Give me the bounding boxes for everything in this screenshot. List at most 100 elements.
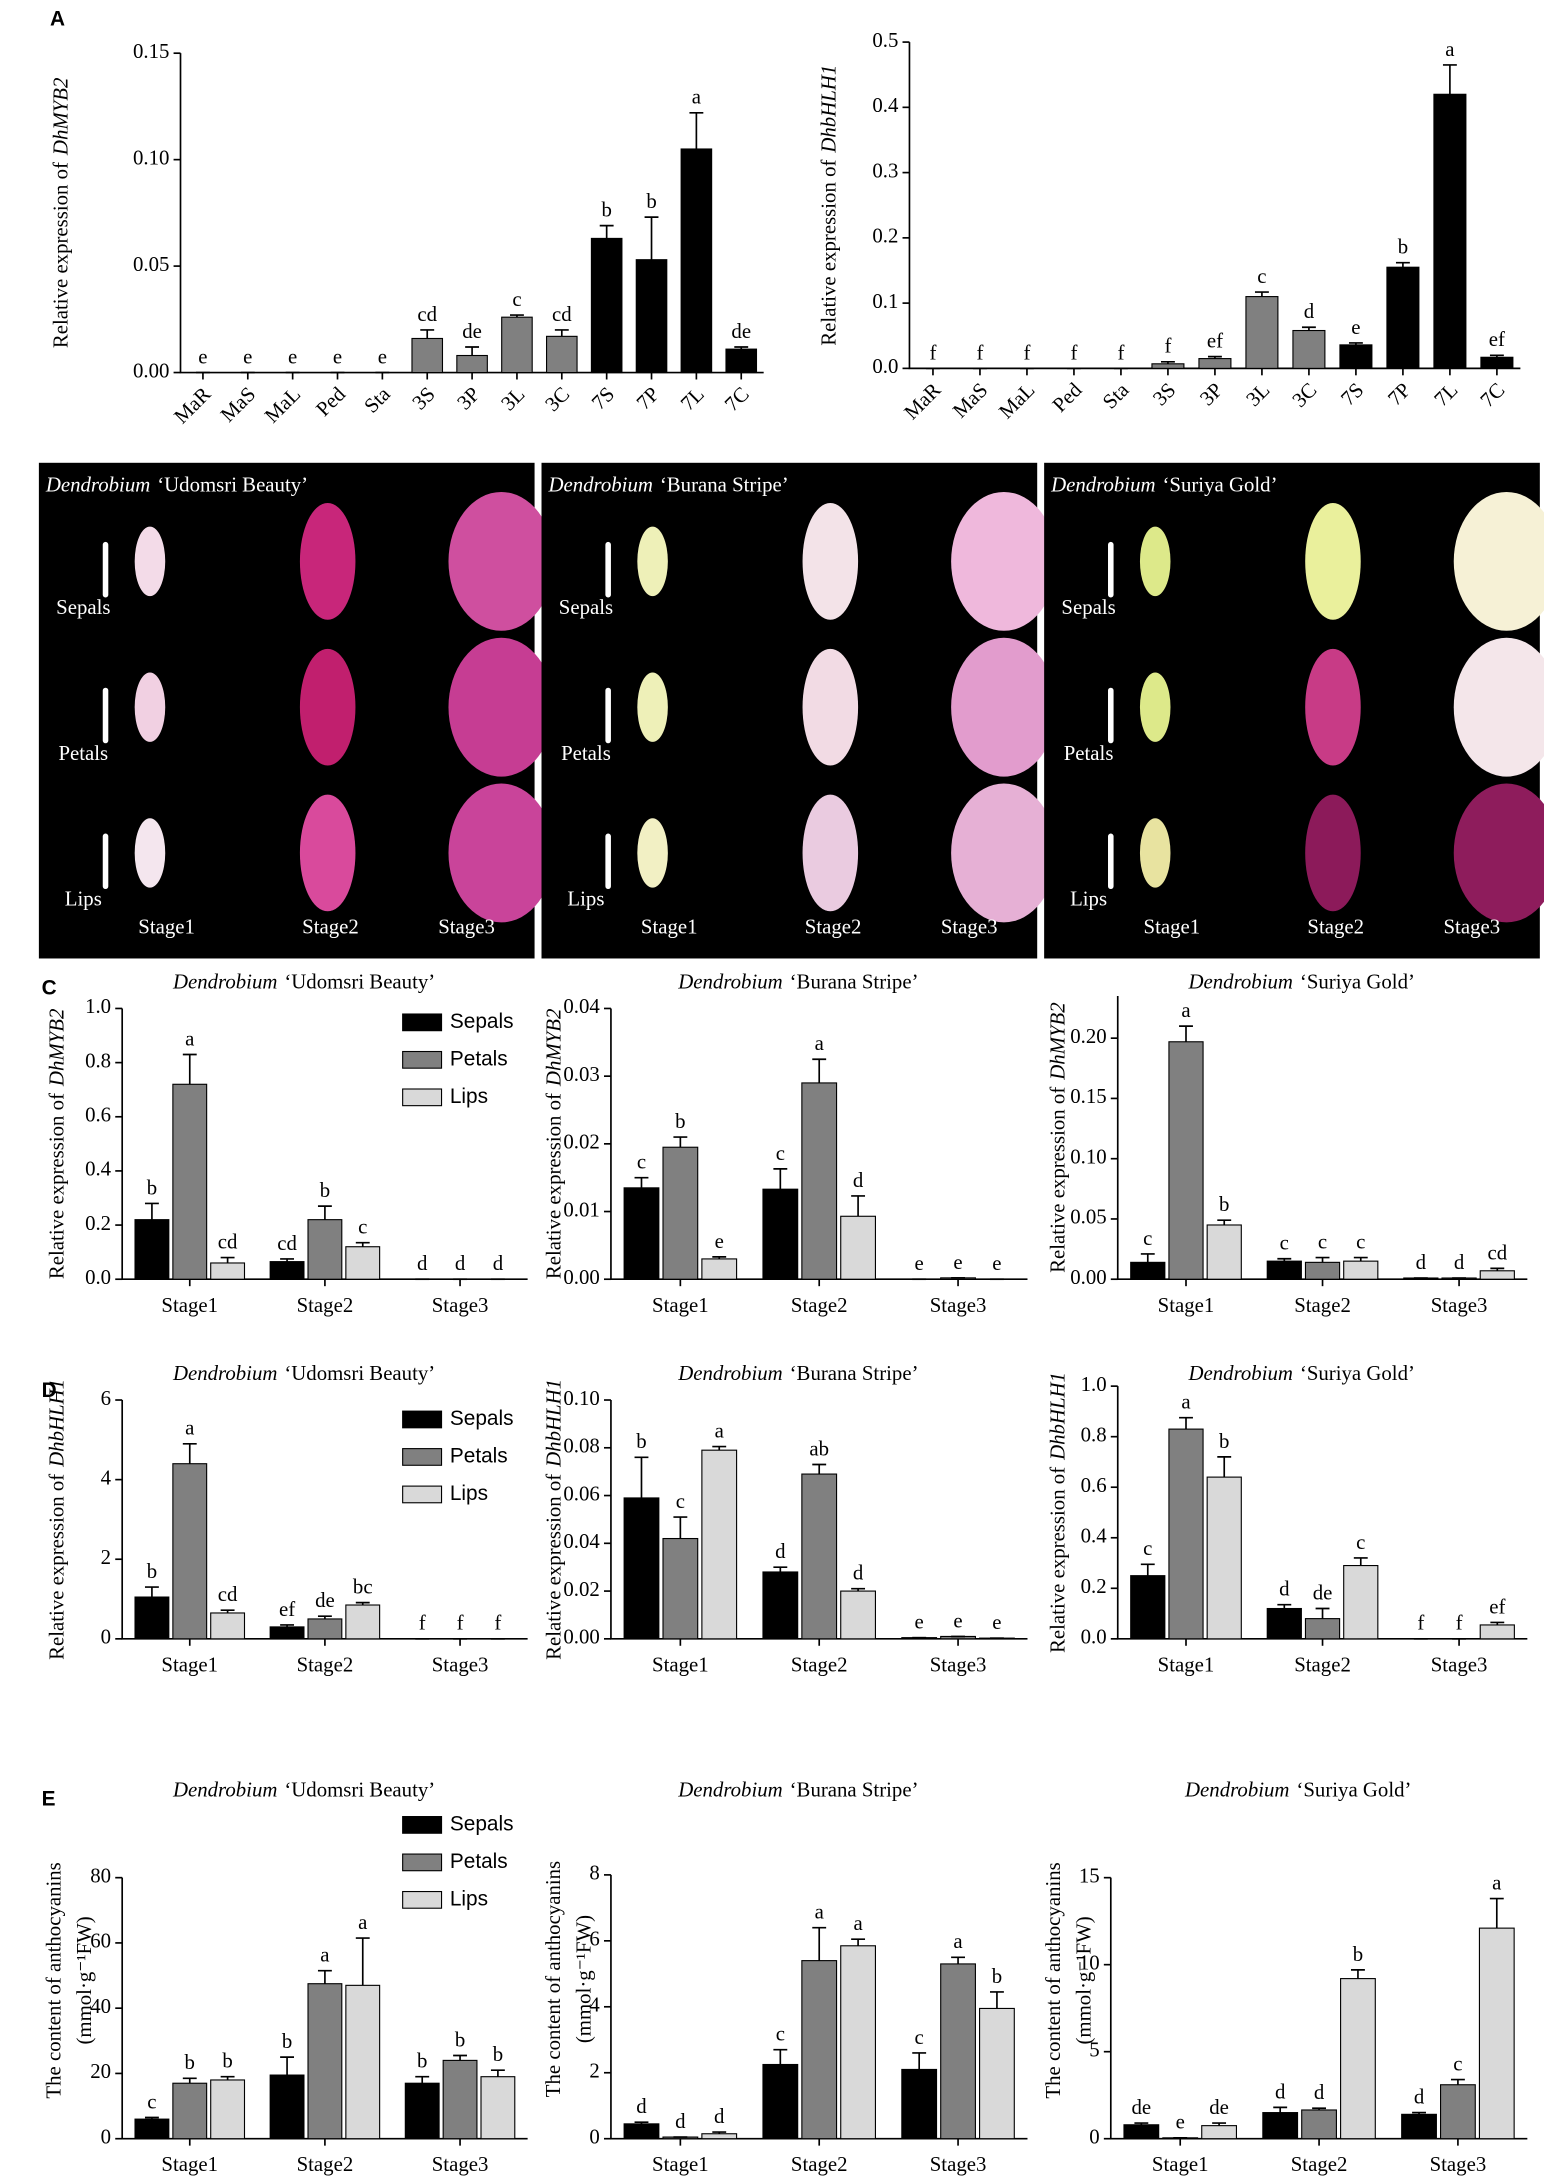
y-tick-label: 0.04 <box>563 994 600 1018</box>
significance-label: c <box>776 2022 785 2046</box>
x-tick-label: Stage1 <box>652 1293 709 1317</box>
bar <box>1292 329 1326 369</box>
bar <box>1343 1260 1379 1280</box>
significance-label: d <box>493 1251 504 1275</box>
row-label: Lips <box>567 887 604 911</box>
error-bar <box>220 2075 235 2080</box>
chart-title: Dendrobium ‘Udomsri Beauty’ <box>172 1777 435 1801</box>
x-tick-label: Stage3 <box>432 1293 489 1317</box>
stage-label: Stage2 <box>1307 914 1364 938</box>
error-bar <box>1254 291 1269 297</box>
significance-label: a <box>692 85 701 109</box>
significance-label: b <box>282 2029 292 2053</box>
significance-label: c <box>1318 1229 1327 1253</box>
stage-label: Stage1 <box>138 914 195 938</box>
significance-label: e <box>333 344 342 368</box>
y-axis-label: Relative expression of DhMYB2 <box>541 1009 565 1280</box>
error-bar <box>689 111 704 149</box>
significance-label: b <box>222 2049 232 2073</box>
significance-label: d <box>1314 2080 1325 2104</box>
error-bar <box>465 346 480 356</box>
bar <box>1478 1927 1515 2140</box>
bar <box>1339 344 1373 369</box>
x-tick-label: MaL <box>994 378 1040 424</box>
bar <box>345 1246 381 1280</box>
x-tick-label: Stage2 <box>297 2152 354 2176</box>
title-genus: Dendrobium <box>1187 969 1292 993</box>
error-bar <box>634 1456 649 1498</box>
title-cultivar: ‘Udomsri Beauty’ <box>284 1777 435 1801</box>
error-bar <box>673 1136 688 1148</box>
legend-label: Sepals <box>450 1010 514 1033</box>
error-bar <box>317 1205 332 1220</box>
bar <box>1340 1978 1376 2140</box>
bar <box>210 1612 246 1640</box>
x-tick-label: Stage1 <box>1158 1293 1215 1317</box>
row-label: Sepals <box>1061 595 1115 619</box>
bar <box>701 1258 738 1280</box>
bar <box>901 2068 938 2140</box>
y-tick-label: 0.01 <box>563 1197 599 1221</box>
bar <box>840 1215 876 1280</box>
bar <box>762 1188 799 1280</box>
petal <box>1453 491 1544 631</box>
x-tick-label: Stage3 <box>432 1652 489 1676</box>
y-axis-label-gene: DhbHLH1 <box>816 65 840 154</box>
y-axis-label-text: Relative expression of <box>44 1474 68 1660</box>
y-tick-label: 20 <box>90 2059 111 2083</box>
x-tick-label: Stage2 <box>297 1652 354 1676</box>
chart-title: Dendrobium ‘Suriya Gold’ <box>1187 969 1414 993</box>
error-bar <box>280 2056 295 2076</box>
y-axis-label-text: Relative expression of <box>541 1093 565 1279</box>
y-tick-label: 0.10 <box>1070 1144 1106 1168</box>
bar <box>1440 2084 1476 2140</box>
error-bar <box>355 1601 370 1606</box>
x-tick-label: Stage2 <box>1294 1652 1351 1676</box>
bar <box>801 1473 838 1640</box>
significance-label: f <box>1456 1611 1463 1635</box>
significance-label: e <box>953 1250 962 1274</box>
y-axis-label-gene: DhMYB2 <box>1045 1002 1069 1080</box>
title-genus: Dendrobium <box>677 969 782 993</box>
y-axis-label: Relative expression of DhbHLH1 <box>44 1379 68 1660</box>
y-axis-label-gene: DhbHLH1 <box>44 1379 68 1468</box>
significance-label: cd <box>1487 1240 1507 1264</box>
petal <box>637 818 668 888</box>
bar <box>307 1219 343 1280</box>
y-tick-label: 0.15 <box>1070 1084 1106 1108</box>
significance-label: b <box>636 1429 646 1453</box>
y-tick-label: 0.8 <box>85 1048 111 1072</box>
error-bar <box>734 346 749 350</box>
legend-swatch <box>402 1050 443 1069</box>
error-bar <box>712 1445 727 1451</box>
error-bar <box>1277 1603 1292 1609</box>
error-bar <box>851 1195 866 1217</box>
title-cultivar: ‘Suriya Gold’ <box>1300 969 1415 993</box>
y-tick-label: 0.00 <box>563 1625 599 1649</box>
error-bar <box>144 2116 159 2120</box>
petal <box>134 818 166 888</box>
bar <box>623 1497 660 1640</box>
legend-label: Sepals <box>450 1407 514 1430</box>
y-axis-label: (mmol·g⁻¹FW) <box>72 1916 96 2044</box>
error-bar <box>1301 326 1316 331</box>
error-bar <box>912 2052 927 2070</box>
significance-label: b <box>417 2049 427 2073</box>
error-bar <box>220 1609 235 1613</box>
bar <box>1206 1224 1242 1280</box>
y-tick-label: 0.03 <box>563 1062 599 1086</box>
bar <box>442 2059 478 2140</box>
error-bar <box>1353 1256 1368 1262</box>
error-bar <box>1140 1253 1155 1263</box>
significance-label: e <box>198 344 207 368</box>
x-tick-label: Stage2 <box>791 1652 848 1676</box>
significance-label: c <box>637 1150 646 1174</box>
x-tick-label: 3P <box>452 382 485 415</box>
petal <box>951 783 1057 923</box>
y-axis-label-text: Relative expression of <box>48 162 72 348</box>
significance-label: a <box>1492 1870 1501 1894</box>
x-tick-label: MaR <box>899 378 945 424</box>
error-bar <box>355 1241 370 1247</box>
bar <box>210 1262 246 1280</box>
petal <box>299 503 356 620</box>
